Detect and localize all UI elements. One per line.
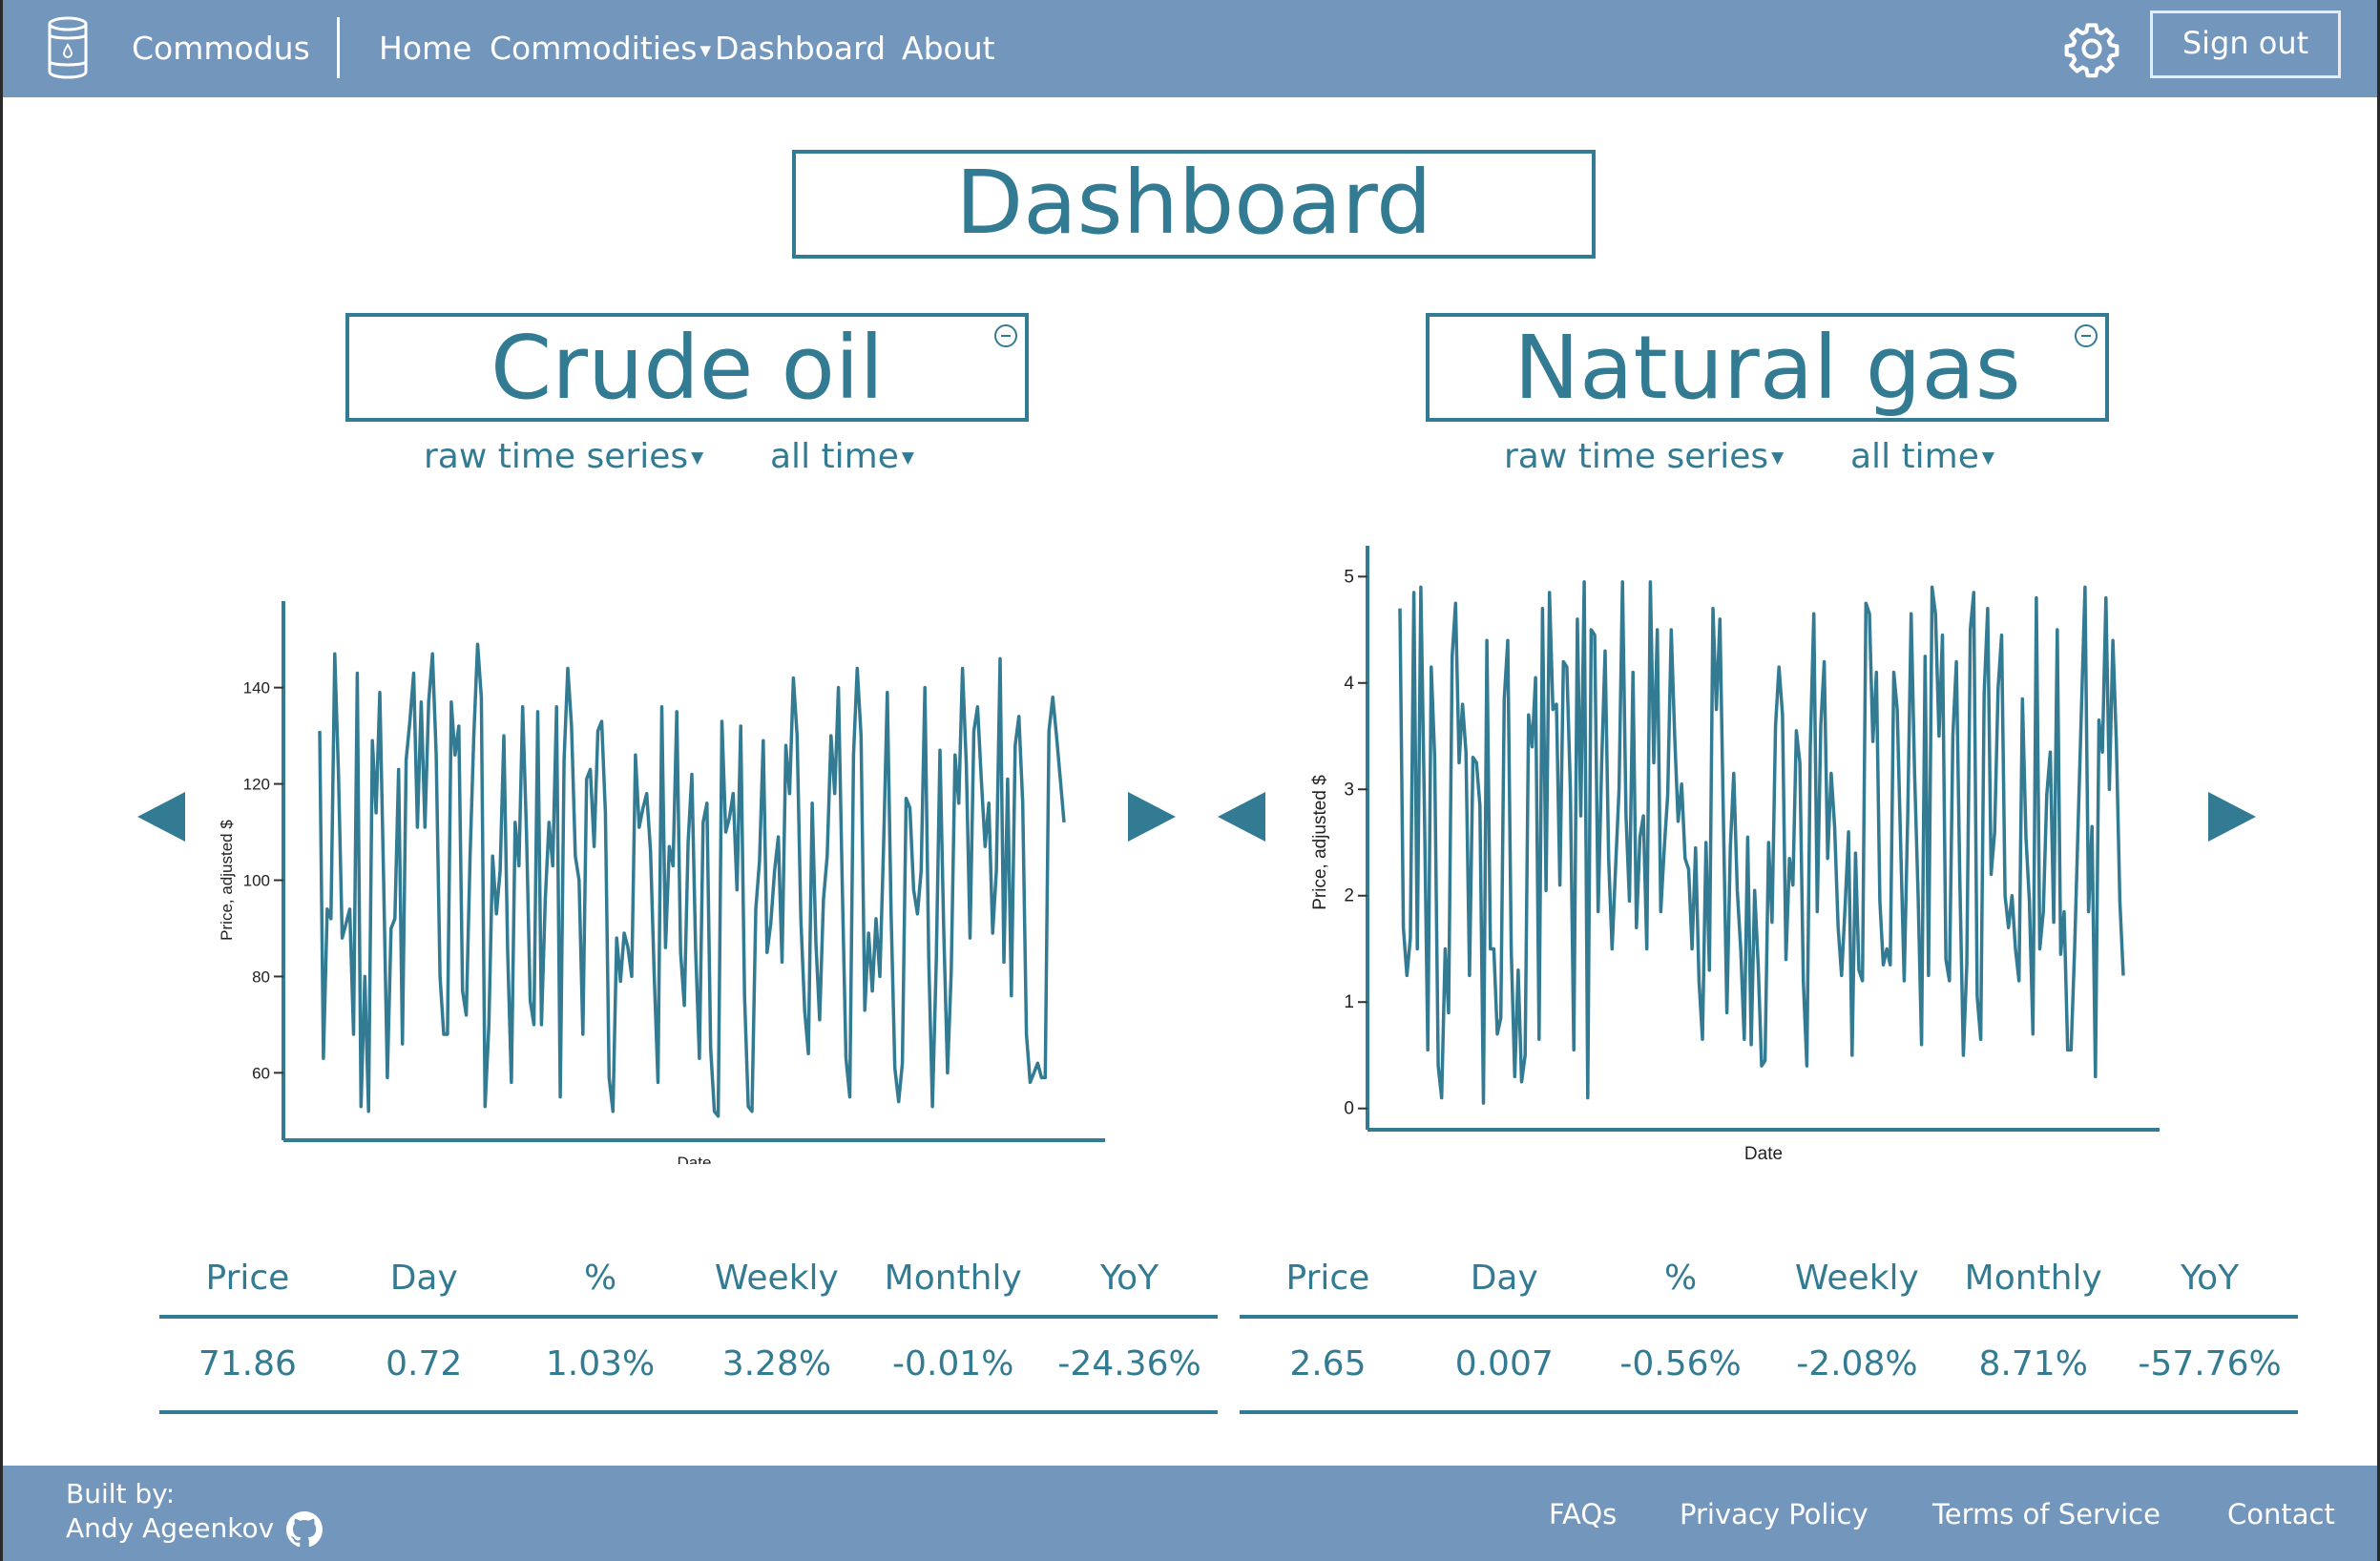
brand-name[interactable]: Commodus xyxy=(132,30,310,67)
y-tick-label: 140 xyxy=(243,679,270,697)
nav-link-commodities[interactable]: Commodities ▼ xyxy=(490,30,711,67)
y-tick-label: 2 xyxy=(1344,886,1354,906)
x-axis-label: Date xyxy=(678,1154,712,1164)
sign-out-button[interactable]: Sign out xyxy=(2150,10,2341,78)
remove-panel-icon[interactable] xyxy=(2075,324,2098,347)
stats-header-cell: YoY xyxy=(1099,1259,1159,1298)
stats-header-cell: Monthly xyxy=(884,1259,1022,1298)
footer: Built by: Andy Ageenkov FAQs Privacy Pol… xyxy=(3,1466,2377,1561)
author-name[interactable]: Andy Ageenkov xyxy=(66,1512,275,1544)
stats-header-row: Price Day % Weekly Monthly YoY xyxy=(159,1250,1218,1315)
stats-value-cell: -57.76% xyxy=(2138,1344,2282,1384)
stats-header-cell: YoY xyxy=(2180,1259,2240,1298)
stats-value-cell: 2.65 xyxy=(1289,1344,1367,1384)
stats-header-cell: % xyxy=(1663,1259,1698,1298)
caret-down-icon: ▼ xyxy=(1981,448,1994,468)
stats-header-cell: Day xyxy=(389,1259,458,1298)
caret-down-icon: ▼ xyxy=(699,41,711,59)
series-mode-label: raw time series xyxy=(424,437,689,476)
panel-title-text: Crude oil xyxy=(490,317,885,419)
stats-header-cell: Weekly xyxy=(714,1259,839,1298)
x-axis-label: Date xyxy=(1744,1144,1783,1164)
price-series-line xyxy=(318,642,1066,1118)
y-tick-label: 5 xyxy=(1344,567,1354,587)
panel-title-text: Natural gas xyxy=(1514,317,2021,419)
next-commodity-arrow-icon[interactable] xyxy=(2208,792,2256,842)
stats-value-cell: 0.72 xyxy=(386,1344,463,1384)
stats-value-cell: -0.56% xyxy=(1619,1344,1742,1384)
nav-link-home[interactable]: Home xyxy=(379,30,472,67)
y-tick-label: 4 xyxy=(1344,674,1354,694)
remove-panel-icon[interactable] xyxy=(994,324,1017,347)
nav-divider xyxy=(337,17,340,78)
stats-value-cell: -0.01% xyxy=(892,1344,1014,1384)
y-axis-label: Price, adjusted $ xyxy=(218,820,236,941)
caret-down-icon: ▼ xyxy=(1771,448,1785,468)
gear-icon[interactable] xyxy=(2062,19,2121,78)
stats-divider xyxy=(159,1410,1218,1414)
oil-barrel-icon[interactable] xyxy=(47,16,89,79)
stats-header-cell: Monthly xyxy=(1964,1259,2102,1298)
stats-header-cell: % xyxy=(583,1259,617,1298)
y-tick-label: 1 xyxy=(1344,992,1354,1012)
caret-down-icon: ▼ xyxy=(901,448,914,468)
nav-link-about[interactable]: About xyxy=(902,30,995,67)
y-tick-label: 80 xyxy=(252,968,270,986)
prev-commodity-arrow-icon[interactable] xyxy=(137,792,185,842)
y-axis-label: Price, adjusted $ xyxy=(1310,775,1330,910)
caret-down-icon: ▼ xyxy=(691,448,704,468)
stats-value-cell: 8.71% xyxy=(1978,1344,2088,1384)
stats-divider xyxy=(159,1315,1218,1319)
time-range-label: all time xyxy=(770,437,899,476)
time-range-dropdown[interactable]: all time ▼ xyxy=(1850,437,1994,476)
built-by: Built by: Andy Ageenkov xyxy=(66,1477,324,1548)
time-range-label: all time xyxy=(1850,437,1979,476)
footer-link-privacy-policy[interactable]: Privacy Policy xyxy=(1680,1498,1869,1530)
stats-value-cell: -2.08% xyxy=(1796,1344,1918,1384)
stats-value-cell: 0.007 xyxy=(1454,1344,1554,1384)
stats-value-cell: 3.28% xyxy=(721,1344,832,1384)
natural-gas-stats-table: Price Day % Weekly Monthly YoY 2.65 0.00… xyxy=(1240,1250,2298,1414)
stats-header-cell: Weekly xyxy=(1794,1259,1919,1298)
series-mode-dropdown[interactable]: raw time series ▼ xyxy=(1504,437,1784,476)
y-tick-label: 3 xyxy=(1344,780,1354,800)
y-tick-label: 120 xyxy=(243,776,270,794)
stats-divider xyxy=(1240,1410,2298,1414)
panel-title-crude-oil: Crude oil xyxy=(345,313,1029,422)
page-title: Dashboard xyxy=(792,150,1596,259)
time-range-dropdown[interactable]: all time ▼ xyxy=(770,437,914,476)
footer-link-terms-of-service[interactable]: Terms of Service xyxy=(1932,1498,2161,1530)
panel-title-natural-gas: Natural gas xyxy=(1426,313,2109,422)
series-mode-dropdown[interactable]: raw time series ▼ xyxy=(424,437,703,476)
next-commodity-arrow-icon[interactable] xyxy=(1128,792,1176,842)
author-row: Andy Ageenkov xyxy=(66,1511,324,1548)
stats-value-cell: -24.36% xyxy=(1057,1344,1201,1384)
y-tick-label: 0 xyxy=(1344,1099,1354,1119)
stats-value-cell: 1.03% xyxy=(545,1344,656,1384)
y-tick-label: 60 xyxy=(252,1064,270,1082)
stats-divider xyxy=(1240,1315,2298,1319)
y-tick-label: 100 xyxy=(243,872,270,890)
stats-value-row: 2.65 0.007 -0.56% -2.08% 8.71% -57.76% xyxy=(1240,1319,2298,1410)
price-series-line xyxy=(1398,580,2125,1105)
natural-gas-price-chart: 0 1 2 3 4 5 Date Price, adjusted $ xyxy=(1310,546,2160,1164)
footer-link-faqs[interactable]: FAQs xyxy=(1549,1498,1618,1530)
crude-oil-stats-table: Price Day % Weekly Monthly YoY 71.86 0.7… xyxy=(159,1250,1218,1414)
crude-oil-price-chart: 60 80 100 120 140 Date Price, adjusted $ xyxy=(218,601,1105,1164)
nav-link-dashboard[interactable]: Dashboard xyxy=(715,30,887,67)
stats-header-cell: Day xyxy=(1470,1259,1538,1298)
top-navbar: Commodus Home Commodities ▼ Dashboard Abo… xyxy=(3,0,2377,97)
prev-commodity-arrow-icon[interactable] xyxy=(1218,792,1265,842)
stats-value-cell: 71.86 xyxy=(198,1344,297,1384)
stats-value-row: 71.86 0.72 1.03% 3.28% -0.01% -24.36% xyxy=(159,1319,1218,1410)
series-mode-label: raw time series xyxy=(1504,437,1769,476)
github-icon[interactable] xyxy=(286,1511,324,1548)
stats-header-cell: Price xyxy=(1285,1259,1370,1298)
footer-link-contact[interactable]: Contact xyxy=(2227,1498,2335,1530)
stats-header-cell: Price xyxy=(205,1259,290,1298)
built-by-label: Built by: xyxy=(66,1478,176,1509)
nav-link-commodities-label: Commodities xyxy=(490,30,698,67)
stats-header-row: Price Day % Weekly Monthly YoY xyxy=(1240,1250,2298,1315)
